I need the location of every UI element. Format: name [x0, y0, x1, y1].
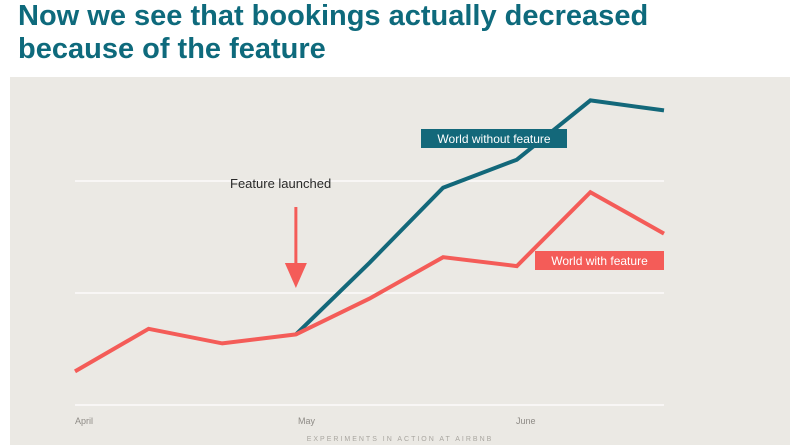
x-tick-label-june: June — [516, 416, 536, 426]
launch-arrow-head — [284, 263, 307, 288]
legend-world-without-feature-box — [421, 129, 567, 148]
legend-world-with-feature-box — [535, 251, 664, 270]
legend-world-with-feature: World with feature — [551, 254, 648, 268]
title-line-2: because of the feature — [18, 33, 326, 65]
x-tick-label-april: April — [75, 416, 93, 426]
annotation-feature-launched: Feature launched — [230, 176, 331, 191]
x-tick-label-may: May — [298, 416, 316, 426]
title-line-1: Now we see that bookings actually decrea… — [18, 0, 649, 32]
slide-title: Now we see that bookings actually decrea… — [18, 0, 788, 66]
legend-world-without-feature: World without feature — [437, 132, 550, 146]
without-feature-line — [294, 98, 665, 336]
with-feature-line — [73, 189, 665, 374]
footer-caption: EXPERIMENTS IN ACTION AT AIRBNB — [306, 436, 494, 443]
